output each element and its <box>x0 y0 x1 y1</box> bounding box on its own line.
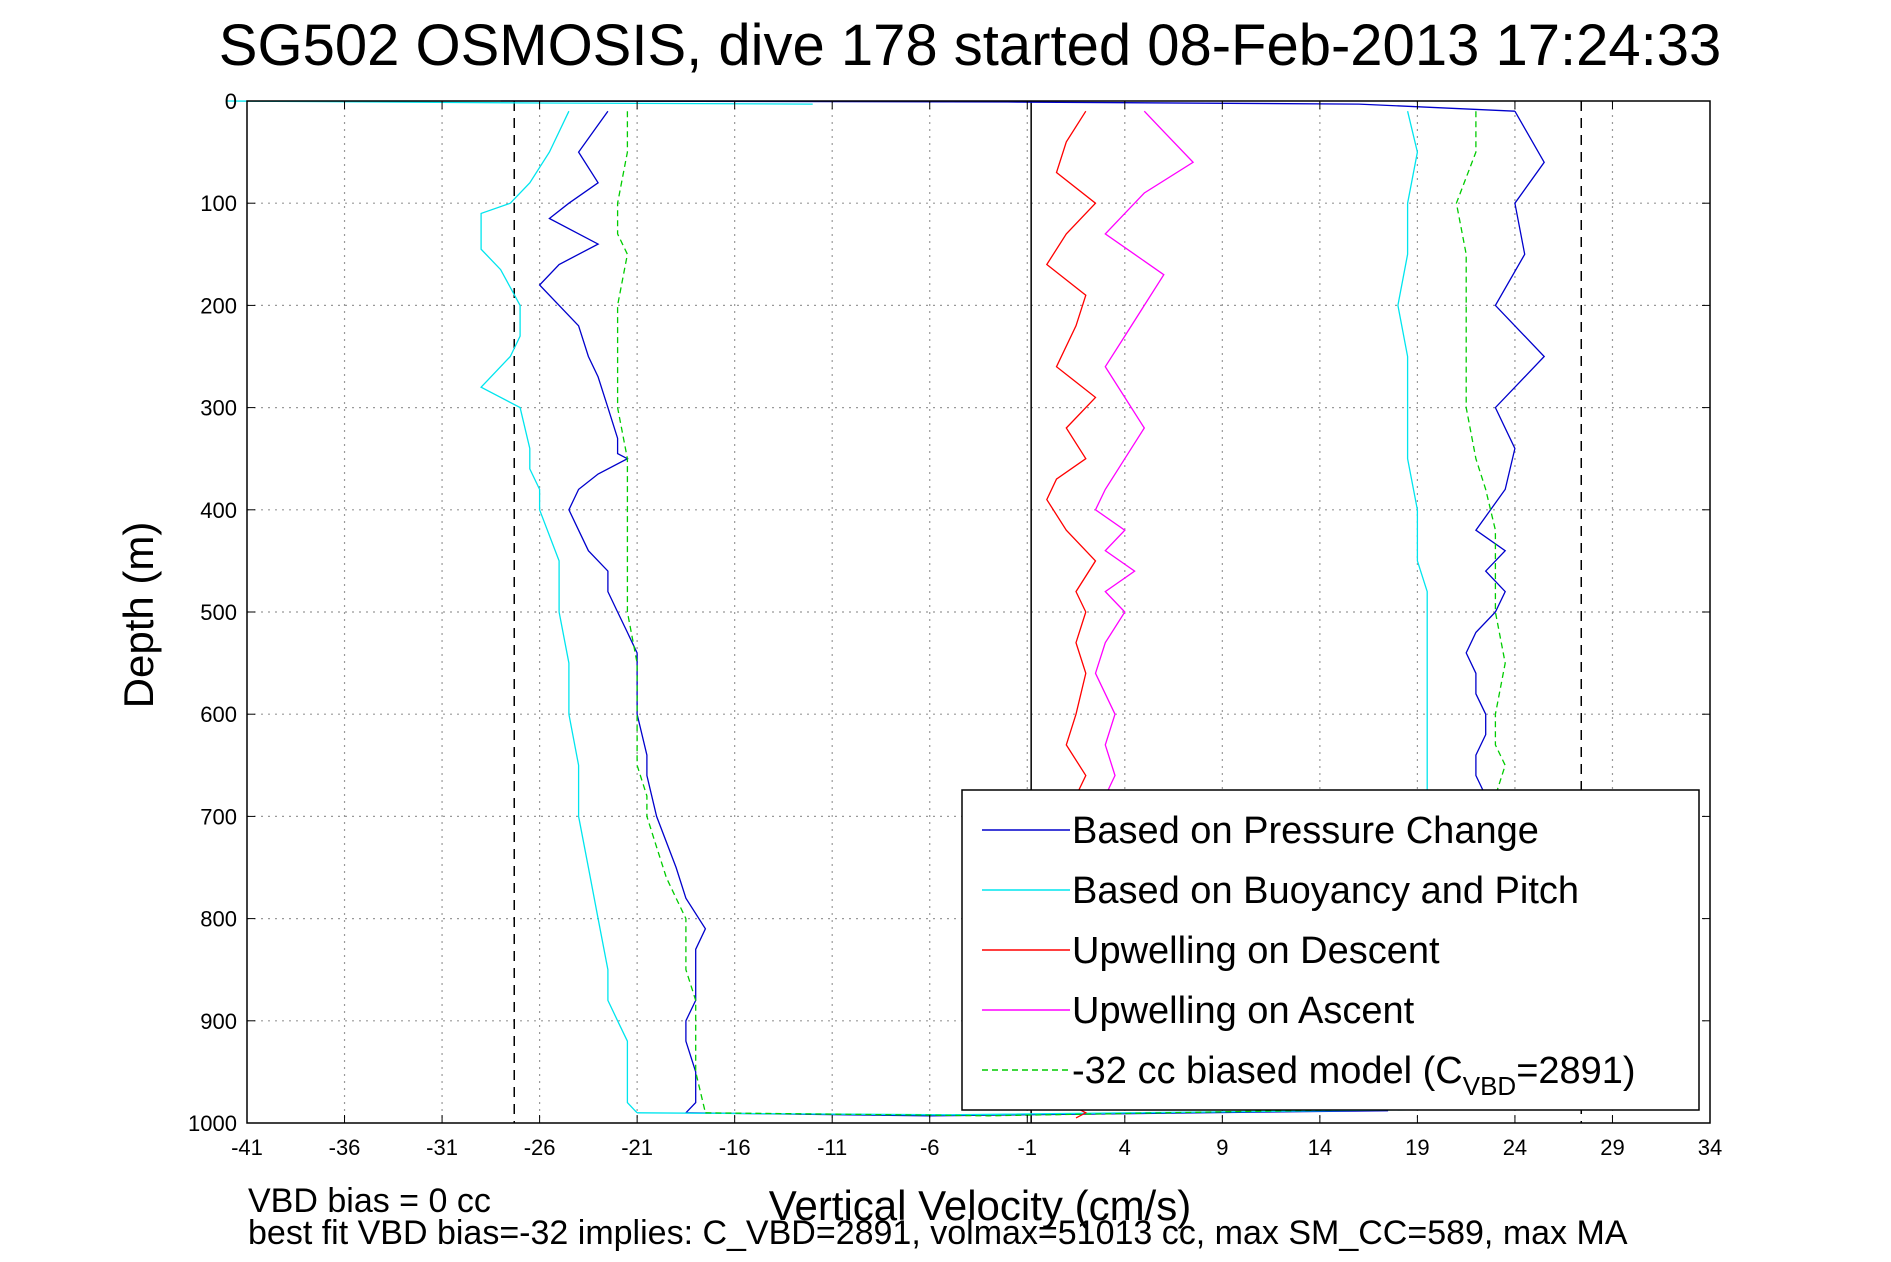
x-tick-label: 14 <box>1308 1135 1332 1160</box>
series-line <box>1465 110 1546 797</box>
series-line <box>1397 111 1428 796</box>
x-tick-label: -36 <box>329 1135 361 1160</box>
annotation-vbd-bias: VBD bias = 0 cc <box>248 1182 491 1220</box>
x-tick-label: -16 <box>719 1135 751 1160</box>
x-tick-label: 4 <box>1119 1135 1131 1160</box>
x-tick-label: 24 <box>1503 1135 1527 1160</box>
y-axis-label: Depth (m) <box>115 522 162 709</box>
x-tick-label: 29 <box>1600 1135 1624 1160</box>
x-axis-label: Vertical Velocity (cm/s) <box>769 1182 1191 1229</box>
y-tick-label: 700 <box>200 804 237 829</box>
x-tick-label: -26 <box>524 1135 556 1160</box>
series-line <box>480 110 638 1114</box>
legend-label: Based on Buoyancy and Pitch <box>1072 870 1579 912</box>
y-tick-label: 500 <box>200 600 237 625</box>
y-tick-label: 300 <box>200 396 237 421</box>
y-tick-label: 400 <box>200 498 237 523</box>
chart-title: SG502 OSMOSIS, dive 178 started 08-Feb-2… <box>219 13 1721 78</box>
legend: Based on Pressure Change Based on Buoyanc… <box>961 789 1700 1111</box>
legend-label: Upwelling on Ascent <box>1072 990 1415 1032</box>
x-tick-label: 34 <box>1698 1135 1722 1160</box>
series-line <box>1045 110 1097 797</box>
y-tick-label: 100 <box>200 191 237 216</box>
x-ticks: -41 -36 -31 -26 -21 -16 -11 -6 -1 4 9 14 19 24 29 34 <box>231 101 1722 1160</box>
legend-box <box>961 789 1700 1111</box>
x-tick-label: -1 <box>1017 1135 1037 1160</box>
x-tick-label: -6 <box>920 1135 940 1160</box>
series-line <box>616 111 707 1113</box>
legend-label: Upwelling on Descent <box>1072 930 1440 972</box>
series-line <box>1455 111 1506 797</box>
legend-label: -32 cc biased model (CVBD=2891) <box>1072 1050 1636 1101</box>
y-tick-label: 0 <box>225 89 237 114</box>
x-tick-label: -41 <box>231 1135 263 1160</box>
series-line <box>500 100 1515 112</box>
x-tick-label: -31 <box>426 1135 458 1160</box>
series-line <box>1094 110 1195 797</box>
x-tick-label: 19 <box>1405 1135 1429 1160</box>
series-line <box>538 110 707 1114</box>
y-tick-label: 800 <box>200 907 237 932</box>
x-tick-label: -21 <box>621 1135 653 1160</box>
y-tick-label: 900 <box>200 1009 237 1034</box>
y-ticks: 0 100 200 300 400 500 600 700 800 900 1000 <box>188 89 1710 1136</box>
legend-label-prefix: -32 cc biased model (C <box>1072 1050 1463 1092</box>
x-tick-label: 9 <box>1216 1135 1228 1160</box>
series-line <box>705 1108 1408 1117</box>
legend-label-subscript: VBD <box>1463 1071 1516 1101</box>
legend-label-suffix: =2891) <box>1516 1050 1635 1092</box>
y-tick-label: 1000 <box>188 1111 237 1136</box>
y-tick-label: 600 <box>200 702 237 727</box>
series-group <box>227 100 1546 1119</box>
y-tick-label: 200 <box>200 293 237 318</box>
annotation-best-fit: best fit VBD bias=-32 implies: C_VBD=289… <box>248 1214 1628 1252</box>
legend-label: Based on Pressure Change <box>1072 810 1539 852</box>
x-tick-label: -11 <box>817 1135 847 1160</box>
